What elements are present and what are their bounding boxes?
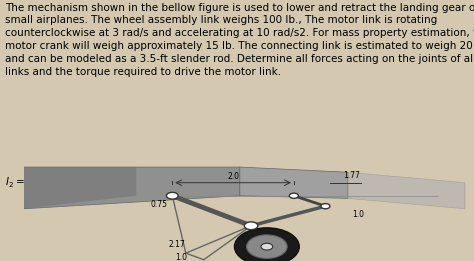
Text: 2.0: 2.0 [227,172,239,181]
Circle shape [263,244,271,249]
Text: 2.17: 2.17 [168,240,185,248]
Polygon shape [240,167,348,198]
Circle shape [289,193,299,198]
Polygon shape [24,167,137,209]
Text: 1.77: 1.77 [343,171,360,180]
Text: 1.0: 1.0 [175,253,187,261]
Circle shape [246,235,287,258]
Text: 0.75: 0.75 [150,200,167,209]
Circle shape [321,204,330,209]
Circle shape [245,222,258,230]
Text: 1.0: 1.0 [352,210,365,218]
Circle shape [235,228,299,261]
Polygon shape [348,172,465,209]
Text: $I_2 = 0.194\ lb.ft.s^2$;  $I_3 = 0.634\ lb.ft.s^2$;  $I_3 = 4.472\ lb.ft.s^2$: $I_2 = 0.194\ lb.ft.s^2$; $I_3 = 0.634\ … [5,175,303,190]
Polygon shape [24,167,240,209]
Circle shape [261,243,273,250]
Text: The mechanism shown in the bellow figure is used to lower and retract the landin: The mechanism shown in the bellow figure… [5,3,474,77]
Circle shape [166,192,178,199]
